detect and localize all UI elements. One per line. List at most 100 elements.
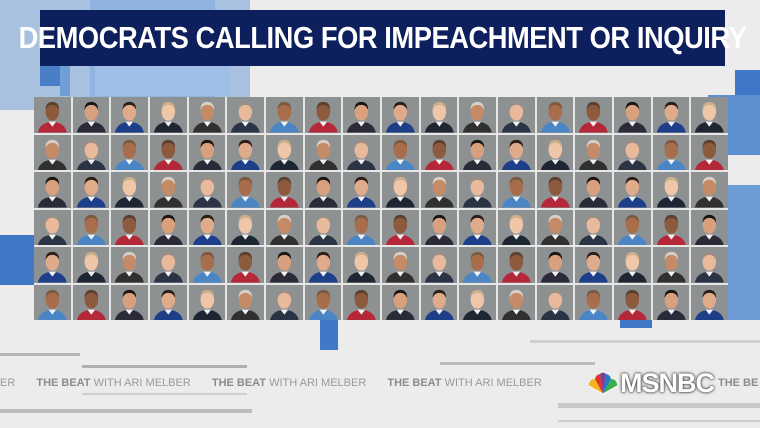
portrait-photo (459, 247, 496, 283)
portrait-photo (188, 172, 226, 208)
portrait-photo (343, 97, 380, 133)
portrait-photo (304, 172, 342, 208)
portrait-photo (266, 209, 303, 245)
graphic-title: DEMOCRATS CALLING FOR IMPEACHMENT OR INQ… (18, 20, 747, 55)
portrait-photo (304, 209, 342, 245)
ticker-partial: THE BE (718, 377, 759, 389)
divider-line (82, 393, 247, 395)
portrait-photo (266, 172, 303, 208)
divider-line (440, 362, 595, 365)
portrait-photo (536, 247, 574, 283)
portrait-photo (575, 97, 612, 133)
portrait-photo (188, 209, 226, 245)
portrait-grid (34, 97, 728, 320)
portrait-photo (72, 172, 110, 208)
portrait-photo (498, 284, 535, 320)
background-block (95, 66, 230, 96)
portrait-photo (34, 209, 71, 245)
portrait-photo (227, 247, 264, 283)
portrait-photo (111, 172, 148, 208)
ticker-show-rest: WITH ARI MELBER (93, 377, 191, 389)
portrait-photo (72, 134, 110, 170)
show-ticker: ER THE BEAT WITH ARI MELBER THE BEAT WIT… (0, 377, 580, 389)
portrait-photo (304, 284, 342, 320)
portrait-photo (420, 134, 458, 170)
ticker-show-rest: WITH ARI MELBER (444, 377, 542, 389)
portrait-photo (420, 172, 458, 208)
portrait-photo (111, 209, 148, 245)
portrait-photo (266, 247, 303, 283)
portrait-photo (188, 97, 226, 133)
portrait-photo (614, 209, 651, 245)
portrait-photo (691, 97, 728, 133)
network-name: MSNBC (620, 368, 715, 398)
portrait-photo (498, 97, 535, 133)
portrait-photo (150, 172, 187, 208)
divider-line (558, 420, 760, 422)
portrait-photo (498, 134, 535, 170)
portrait-photo (111, 247, 148, 283)
portrait-photo (150, 97, 187, 133)
ticker-show-bold: THE BEAT (36, 377, 91, 389)
portrait-photo (227, 97, 264, 133)
portrait-photo (227, 172, 264, 208)
portrait-photo (575, 284, 612, 320)
portrait-photo (459, 209, 496, 245)
portrait-photo (652, 209, 690, 245)
divider-line (558, 403, 760, 408)
portrait-photo (304, 97, 342, 133)
portrait-photo (266, 284, 303, 320)
portrait-photo (304, 247, 342, 283)
portrait-photo (614, 134, 651, 170)
portrait-photo (72, 209, 110, 245)
portrait-photo (150, 284, 187, 320)
portrait-photo (150, 209, 187, 245)
portrait-photo (536, 172, 574, 208)
divider-line (0, 353, 80, 356)
portrait-photo (227, 134, 264, 170)
portrait-photo (691, 284, 728, 320)
portrait-photo (382, 172, 419, 208)
portrait-photo (652, 284, 690, 320)
portrait-photo (575, 209, 612, 245)
portrait-photo (691, 247, 728, 283)
ticker-item: THE BEAT WITH ARI MELBER (212, 377, 366, 389)
portrait-photo (34, 97, 71, 133)
portrait-photo (536, 209, 574, 245)
portrait-photo (382, 284, 419, 320)
portrait-photo (343, 134, 380, 170)
ticker-show-bold: THE BEAT (211, 377, 267, 389)
portrait-photo (188, 134, 226, 170)
portrait-photo (691, 209, 728, 245)
portrait-photo (34, 284, 71, 320)
portrait-photo (150, 134, 187, 170)
portrait-photo (498, 209, 535, 245)
portrait-photo (420, 97, 458, 133)
portrait-photo (498, 247, 535, 283)
portrait-photo (72, 97, 110, 133)
portrait-photo (691, 172, 728, 208)
portrait-photo (536, 284, 574, 320)
portrait-photo (304, 134, 342, 170)
portrait-photo (382, 209, 419, 245)
portrait-photo (459, 284, 496, 320)
background-block (320, 320, 338, 350)
portrait-photo (382, 247, 419, 283)
portrait-photo (498, 172, 535, 208)
portrait-photo (536, 134, 574, 170)
portrait-photo (72, 284, 110, 320)
portrait-photo (266, 134, 303, 170)
portrait-photo (652, 134, 690, 170)
portrait-photo (614, 97, 651, 133)
portrait-photo (34, 134, 71, 170)
ticker-item: THE BEAT WITH ARI MELBER (387, 377, 541, 389)
portrait-photo (459, 172, 496, 208)
portrait-photo (266, 97, 303, 133)
portrait-photo (614, 247, 651, 283)
portrait-photo (382, 97, 419, 133)
portrait-photo (34, 172, 71, 208)
background-block (0, 235, 35, 285)
ticker-show-rest: WITH ARI MELBER (269, 377, 367, 389)
portrait-photo (343, 172, 380, 208)
background-block (735, 70, 760, 95)
